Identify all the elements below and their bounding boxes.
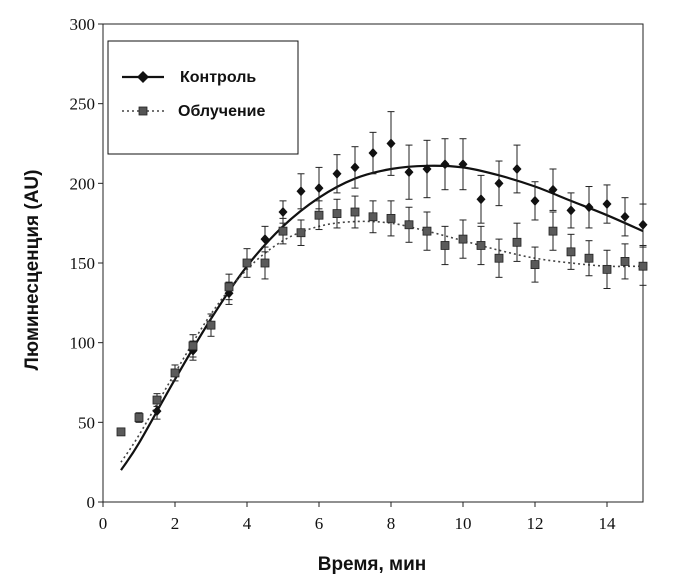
data-point-control	[440, 159, 450, 170]
data-point-control	[494, 178, 504, 189]
data-point-irradiation	[170, 368, 180, 378]
data-point-irradiation	[260, 258, 270, 268]
data-point-irradiation	[206, 320, 216, 330]
data-point-irradiation	[548, 226, 558, 236]
data-point-control	[602, 199, 612, 210]
data-point-irradiation	[278, 226, 288, 236]
data-point-irradiation	[242, 258, 252, 268]
fit-curve-irradiation	[120, 220, 644, 463]
x-tick-label: 10	[455, 514, 472, 533]
y-tick-label: 200	[70, 174, 96, 193]
x-tick-label: 6	[315, 514, 324, 533]
data-point-irradiation	[296, 228, 306, 238]
data-point-irradiation	[152, 395, 162, 405]
data-point-irradiation	[638, 261, 648, 271]
data-point-irradiation	[332, 209, 342, 219]
data-point-control	[404, 167, 414, 178]
legend-label-control: Контроль	[180, 69, 256, 86]
data-point-irradiation	[116, 427, 126, 437]
data-point-control	[584, 202, 594, 213]
legend-box	[107, 40, 299, 155]
y-tick-label: 250	[70, 95, 96, 114]
data-point-control	[296, 186, 306, 197]
data-point-control	[152, 406, 162, 417]
data-point-irradiation	[512, 237, 522, 247]
data-point-control	[530, 195, 540, 206]
data-point-irradiation	[422, 226, 432, 236]
data-point-control	[386, 138, 396, 149]
data-point-control	[620, 211, 630, 222]
data-point-control	[512, 163, 522, 174]
x-axis-label: Время, мин	[318, 554, 427, 575]
error-bars	[135, 111, 647, 423]
data-point-irradiation	[458, 234, 468, 244]
legend-marker-irradiation	[138, 106, 148, 116]
data-point-irradiation	[440, 241, 450, 250]
data-point-irradiation	[494, 253, 504, 263]
y-tick-label: 100	[70, 334, 96, 353]
fit-curve-control	[120, 164, 644, 471]
data-point-control	[548, 184, 558, 195]
data-point-irradiation	[386, 213, 396, 223]
data-point-irradiation	[530, 260, 540, 269]
data-point-control	[332, 168, 342, 179]
x-tick-label: 2	[171, 514, 180, 533]
axes-ticks: 0 50 100 150 200 250 300 0 2 4 6 8 10 12 14	[70, 15, 617, 533]
data-point-control	[476, 194, 486, 205]
data-point-control	[566, 205, 576, 216]
data-point-irradiation	[350, 207, 360, 217]
x-tick-label: 0	[99, 514, 108, 533]
data-point-irradiation	[584, 253, 594, 263]
data-point-irradiation	[476, 241, 486, 250]
y-tick-label: 50	[78, 413, 95, 432]
x-tick-label: 8	[387, 514, 396, 533]
data-point-control	[260, 234, 270, 245]
y-tick-label: 150	[70, 254, 96, 273]
y-tick-label: 300	[70, 15, 96, 34]
data-markers	[116, 138, 648, 437]
data-point-control	[314, 183, 324, 194]
y-axis-label: Люминесценция (AU)	[22, 170, 43, 371]
data-point-irradiation	[620, 257, 630, 266]
legend-marker-control	[137, 71, 149, 83]
x-tick-label: 12	[527, 514, 544, 533]
data-point-irradiation	[134, 413, 144, 422]
legend: Контроль Облучение	[107, 40, 299, 155]
data-point-control	[350, 162, 360, 173]
data-point-irradiation	[188, 341, 198, 351]
y-tick-label: 0	[87, 493, 96, 512]
data-point-irradiation	[404, 220, 414, 230]
fit-curves	[120, 164, 644, 471]
data-point-irradiation	[224, 282, 234, 292]
data-point-irradiation	[566, 247, 576, 257]
legend-label-irradiation: Облучение	[178, 103, 265, 120]
data-point-control	[638, 219, 648, 230]
data-point-control	[278, 207, 288, 218]
data-point-irradiation	[602, 264, 612, 274]
data-point-control	[368, 148, 378, 159]
data-point-irradiation	[368, 212, 378, 222]
data-point-control	[458, 159, 468, 170]
data-point-control	[422, 163, 432, 174]
data-point-irradiation	[314, 210, 324, 220]
x-tick-label: 14	[599, 514, 617, 533]
x-tick-label: 4	[243, 514, 252, 533]
